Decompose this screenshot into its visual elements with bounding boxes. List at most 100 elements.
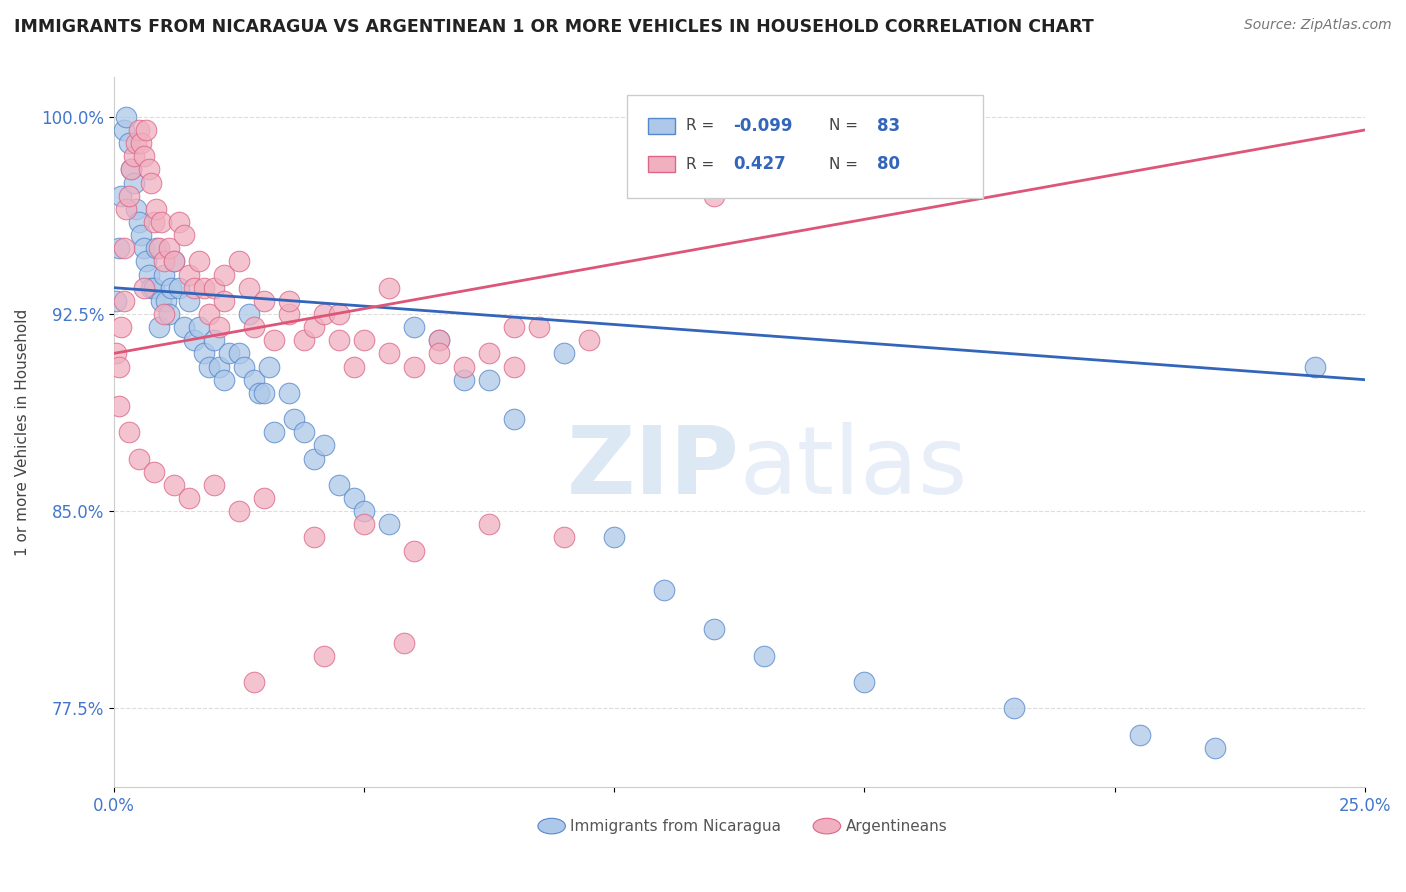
Point [198,359,221,374]
Point [135,123,157,137]
Point [112,123,135,137]
Point [228,254,250,268]
Text: Argentineans: Argentineans [845,819,948,834]
Point [503,359,526,374]
Text: R =: R = [686,156,718,171]
Point [1303,359,1326,374]
Text: IMMIGRANTS FROM NICARAGUA VS ARGENTINEAN 1 OR MORE VEHICLES IN HOUSEHOLD CORRELA: IMMIGRANTS FROM NICARAGUA VS ARGENTINEAN… [14,18,1094,36]
Point [208,320,231,334]
Point [202,478,225,492]
Point [302,530,325,544]
Point [353,517,375,532]
Point [112,293,135,308]
Point [312,307,335,321]
Point [202,281,225,295]
Point [141,281,163,295]
Point [110,188,132,202]
Point [138,268,160,282]
Point [153,268,176,282]
Point [253,491,276,505]
Point [208,359,231,374]
Point [132,149,155,163]
Point [132,241,155,255]
Point [128,215,150,229]
Point [527,320,550,334]
Text: N =: N = [830,119,863,133]
Point [163,478,186,492]
Point [328,333,350,347]
Point [353,504,375,518]
Point [292,333,315,347]
Point [122,149,145,163]
Point [108,241,131,255]
Point [128,123,150,137]
Point [378,346,401,360]
Point [120,162,142,177]
Point [754,648,776,663]
Y-axis label: 1 or more Vehicles in Household: 1 or more Vehicles in Household [15,309,30,556]
Point [263,333,285,347]
Point [177,491,200,505]
Point [312,438,335,452]
Point [218,346,240,360]
Point [378,281,401,295]
Point [193,281,215,295]
Point [703,188,725,202]
Point [478,346,501,360]
Point [132,281,155,295]
Point [148,320,170,334]
Point [378,517,401,532]
Text: 0.427: 0.427 [733,155,786,173]
Point [163,254,186,268]
Point [553,530,575,544]
Point [302,320,325,334]
Point [108,359,131,374]
Point [177,293,200,308]
Point [578,333,600,347]
Point [283,412,305,426]
Point [343,491,366,505]
Point [392,635,415,649]
Point [253,293,276,308]
Point [278,307,301,321]
Point [193,346,215,360]
Point [478,373,501,387]
Text: R =: R = [686,119,718,133]
Text: atlas: atlas [740,422,967,514]
Point [503,412,526,426]
Point [427,333,450,347]
Point [427,333,450,347]
Point [150,215,173,229]
Point [160,281,183,295]
Point [453,359,475,374]
Point [145,202,167,216]
Point [232,359,254,374]
Point [238,307,260,321]
Point [328,307,350,321]
Circle shape [538,818,565,834]
Point [110,320,132,334]
Circle shape [813,818,841,834]
FancyBboxPatch shape [648,118,675,134]
Point [292,425,315,440]
Point [125,136,148,150]
Text: 83: 83 [877,117,900,135]
Point [145,241,167,255]
Point [118,188,141,202]
Point [157,241,180,255]
Text: ZIP: ZIP [567,422,740,514]
Point [402,359,425,374]
Point [247,385,270,400]
Point [353,333,375,347]
Point [115,202,138,216]
Point [112,241,135,255]
Point [118,136,141,150]
Point [202,333,225,347]
Point [173,228,195,243]
Point [153,254,176,268]
FancyBboxPatch shape [648,156,675,172]
Point [1129,727,1152,741]
Point [155,293,177,308]
Point [138,162,160,177]
Point [212,373,235,387]
